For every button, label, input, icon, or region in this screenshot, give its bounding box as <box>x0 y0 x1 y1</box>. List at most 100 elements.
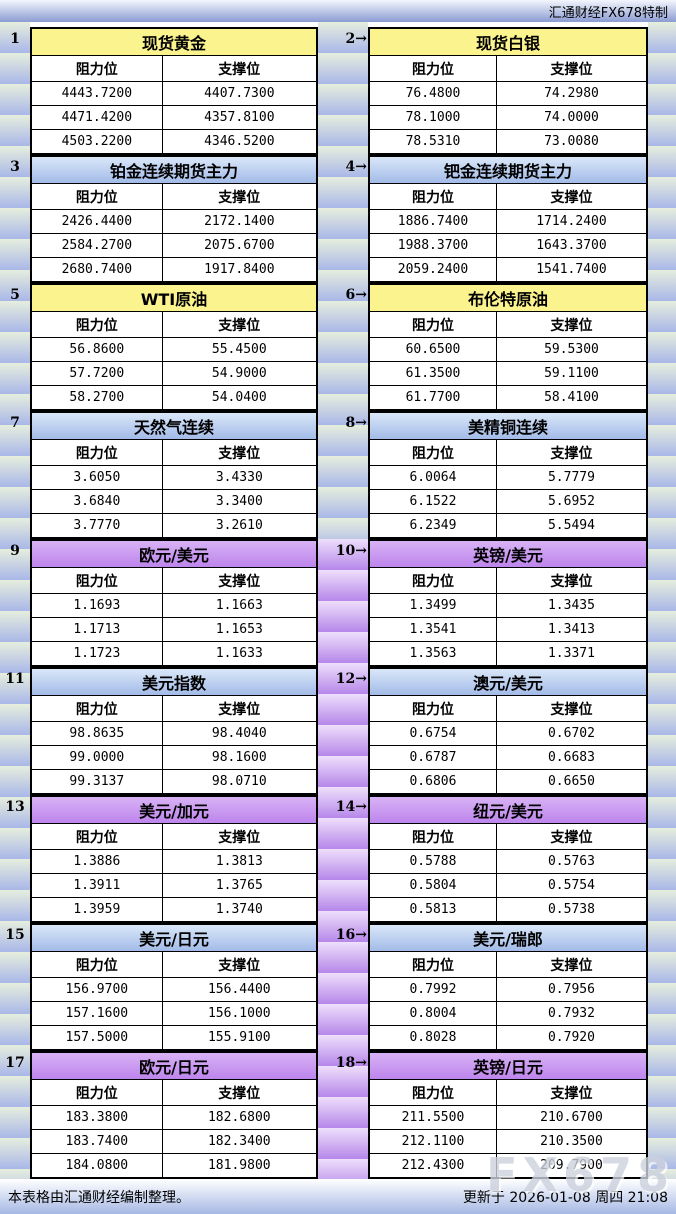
resistance-value: 6.0064 <box>370 466 497 489</box>
resistance-value: 0.5804 <box>370 874 497 897</box>
resistance-value: 1.3499 <box>370 594 497 617</box>
resistance-header: 阻力位 <box>32 440 163 465</box>
panel-row: 3 铂金连续期货主力 阻力位 支撑位 2426.4400 2172.1400 2… <box>0 155 676 283</box>
panel-title: WTI原油 <box>32 285 316 312</box>
value-row: 1.1723 1.1633 <box>32 642 316 665</box>
support-value: 1.3765 <box>215 878 263 893</box>
panel-row: 5 WTI原油 阻力位 支撑位 56.8600 55.4500 57.7200 … <box>0 283 676 411</box>
panel-header-row: 阻力位 支撑位 <box>32 312 316 338</box>
resistance-value: 212.1100 <box>370 1130 497 1153</box>
resistance-value: 3.7770 <box>32 514 163 537</box>
resistance-header: 阻力位 <box>370 440 497 465</box>
support-value: 4407.7300 <box>204 86 275 101</box>
value-row: 57.7200 54.9000 <box>32 362 316 386</box>
resistance-value: 1886.7400 <box>370 210 497 233</box>
value-row: 56.8600 55.4500 <box>32 338 316 362</box>
panel-row: 7 天然气连续 阻力位 支撑位 3.6050 3.4330 3.6840 3.3… <box>0 411 676 539</box>
panel-title: 现货黄金 <box>32 29 316 56</box>
panel-title: 天然气连续 <box>32 413 316 440</box>
support-header: 支撑位 <box>550 701 593 718</box>
resistance-header: 阻力位 <box>370 952 497 977</box>
support-value: 4346.5200 <box>204 134 275 149</box>
support-value: 98.1600 <box>211 750 267 765</box>
resistance-value: 4503.2200 <box>32 130 163 153</box>
support-value: 1.3371 <box>547 646 595 661</box>
value-row: 184.0800 181.9800 <box>32 1154 316 1177</box>
support-value: 0.7932 <box>547 1006 595 1021</box>
right-margin-stripe <box>648 22 676 1179</box>
value-row: 0.5804 0.5754 <box>370 874 646 898</box>
value-row: 60.6500 59.5300 <box>370 338 646 362</box>
resistance-value: 76.4800 <box>370 82 497 105</box>
panel-number: 3 <box>10 159 20 175</box>
resistance-value: 156.9700 <box>32 978 163 1001</box>
value-row: 99.3137 98.0710 <box>32 770 316 793</box>
resistance-header: 阻力位 <box>370 1080 497 1105</box>
support-header: 支撑位 <box>218 957 261 974</box>
support-value: 3.3400 <box>215 494 263 509</box>
resistance-value: 211.5500 <box>370 1106 497 1129</box>
panel-title: 现货白银 <box>370 29 646 56</box>
value-row: 0.6806 0.6650 <box>370 770 646 793</box>
value-row: 1.3541 1.3413 <box>370 618 646 642</box>
value-row: 0.5788 0.5763 <box>370 850 646 874</box>
panel-row: 1 现货黄金 阻力位 支撑位 4443.7200 4407.7300 4471.… <box>0 27 676 155</box>
value-row: 183.7400 182.3400 <box>32 1130 316 1154</box>
support-header: 支撑位 <box>218 1085 261 1102</box>
panel-header-row: 阻力位 支撑位 <box>32 56 316 82</box>
panel-title: 铂金连续期货主力 <box>32 157 316 184</box>
support-value: 0.5754 <box>547 878 595 893</box>
support-value: 1.3435 <box>547 598 595 613</box>
value-row: 76.4800 74.2980 <box>370 82 646 106</box>
value-row: 99.0000 98.1600 <box>32 746 316 770</box>
value-row: 6.1522 5.6952 <box>370 490 646 514</box>
support-header: 支撑位 <box>218 573 261 590</box>
panel-title: 欧元/日元 <box>32 1053 316 1080</box>
panel: 美元/瑞郎 阻力位 支撑位 0.7992 0.7956 0.8004 0.793… <box>368 923 648 1051</box>
support-value: 5.7779 <box>547 470 595 485</box>
panel-title: 澳元/美元 <box>370 669 646 696</box>
resistance-value: 1.3541 <box>370 618 497 641</box>
resistance-value: 56.8600 <box>32 338 163 361</box>
panel: 现货白银 阻力位 支撑位 76.4800 74.2980 78.1000 74.… <box>368 27 648 155</box>
support-header: 支撑位 <box>550 573 593 590</box>
resistance-value: 2426.4400 <box>32 210 163 233</box>
support-value: 4357.8100 <box>204 110 275 125</box>
panel-header-row: 阻力位 支撑位 <box>32 824 316 850</box>
left-margin-stripe <box>0 22 30 1179</box>
resistance-value: 61.7700 <box>370 386 497 409</box>
resistance-header: 阻力位 <box>370 312 497 337</box>
resistance-header: 阻力位 <box>32 1080 163 1105</box>
resistance-value: 2584.2700 <box>32 234 163 257</box>
panel-header-row: 阻力位 支撑位 <box>32 952 316 978</box>
panel-header-row: 阻力位 支撑位 <box>32 696 316 722</box>
support-value: 2172.1400 <box>204 214 275 229</box>
value-row: 212.1100 210.3500 <box>370 1130 646 1154</box>
resistance-value: 157.1600 <box>32 1002 163 1025</box>
support-value: 155.9100 <box>207 1030 271 1045</box>
support-value: 58.4100 <box>544 390 599 405</box>
panel: 美精铜连续 阻力位 支撑位 6.0064 5.7779 6.1522 5.695… <box>368 411 648 539</box>
resistance-value: 2680.7400 <box>32 258 163 281</box>
support-value: 0.5763 <box>547 854 595 869</box>
panel: 欧元/日元 阻力位 支撑位 183.3800 182.6800 183.7400… <box>30 1051 318 1179</box>
support-value: 1.3413 <box>547 622 595 637</box>
value-row: 2059.2400 1541.7400 <box>370 258 646 281</box>
panel: 欧元/美元 阻力位 支撑位 1.1693 1.1663 1.1713 1.165… <box>30 539 318 667</box>
resistance-value: 1.3886 <box>32 850 163 873</box>
value-row: 3.6050 3.4330 <box>32 466 316 490</box>
support-header: 支撑位 <box>218 445 261 462</box>
resistance-value: 6.1522 <box>370 490 497 513</box>
resistance-value: 58.2700 <box>32 386 163 409</box>
panel: 纽元/美元 阻力位 支撑位 0.5788 0.5763 0.5804 0.575… <box>368 795 648 923</box>
resistance-header: 阻力位 <box>370 184 497 209</box>
resistance-value: 157.5000 <box>32 1026 163 1049</box>
value-row: 2680.7400 1917.8400 <box>32 258 316 281</box>
support-value: 156.1000 <box>207 1006 271 1021</box>
middle-stripe <box>318 22 368 1179</box>
support-value: 0.6702 <box>547 726 595 741</box>
support-value: 1.3740 <box>215 902 263 917</box>
panel-row: 15 美元/日元 阻力位 支撑位 156.9700 156.4400 157.1… <box>0 923 676 1051</box>
value-row: 2426.4400 2172.1400 <box>32 210 316 234</box>
resistance-value: 183.7400 <box>32 1130 163 1153</box>
